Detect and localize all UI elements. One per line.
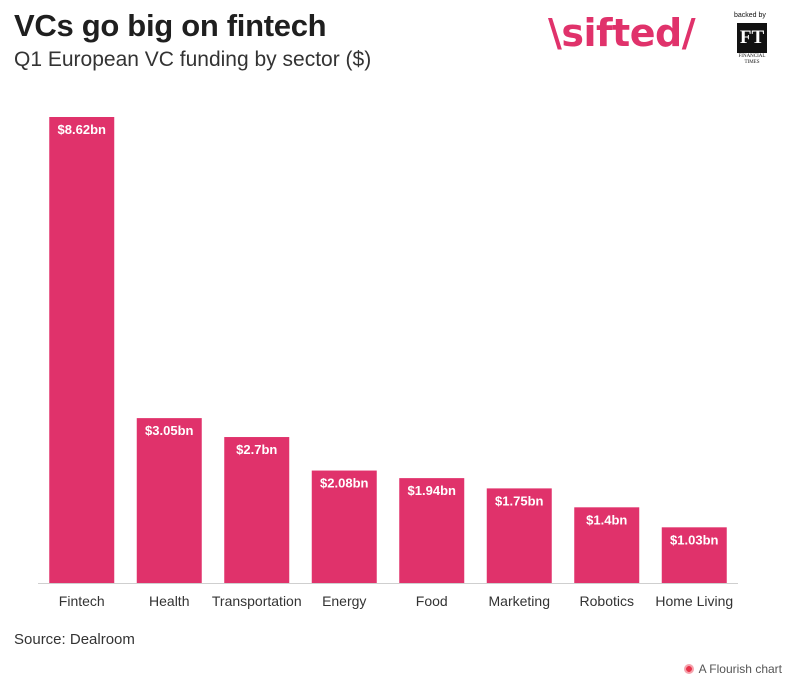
bar-value-label: $1.4bn bbox=[586, 512, 627, 527]
bar-home-living[interactable] bbox=[661, 527, 727, 583]
x-tick-label: Transportation bbox=[212, 593, 302, 609]
x-tick-label: Food bbox=[416, 593, 448, 609]
bar-health[interactable] bbox=[136, 418, 202, 583]
ft-name: FINANCIAL TIMES bbox=[738, 54, 766, 65]
flourish-credit-label: A Flourish chart bbox=[698, 662, 782, 676]
sifted-wordmark: \sifted/ bbox=[548, 11, 696, 55]
bar-value-label: $2.7bn bbox=[236, 442, 277, 457]
bar-robotics[interactable] bbox=[574, 507, 640, 583]
x-tick-label: Robotics bbox=[580, 593, 634, 609]
bar-value-label: $1.75bn bbox=[495, 493, 543, 508]
bar-value-label: $3.05bn bbox=[145, 423, 193, 438]
x-tick-label: Health bbox=[149, 593, 189, 609]
chart-title: VCs go big on fintech bbox=[14, 8, 327, 43]
x-tick-label: Home Living bbox=[655, 593, 733, 609]
bar-transportation[interactable] bbox=[224, 437, 290, 583]
bar-energy[interactable] bbox=[311, 470, 377, 583]
flourish-credit[interactable]: A Flourish chart bbox=[683, 662, 782, 676]
x-tick-label: Marketing bbox=[489, 593, 550, 609]
bar-value-label: $1.94bn bbox=[408, 483, 456, 498]
sifted-logo: \sifted/ backed by FT FINANCIAL TIMES bbox=[548, 10, 770, 70]
bar-value-label: $8.62bn bbox=[58, 122, 106, 137]
bar-fintech[interactable] bbox=[49, 117, 115, 583]
bar-food[interactable] bbox=[399, 478, 465, 583]
source-note: Source: Dealroom bbox=[14, 631, 135, 648]
flourish-icon bbox=[683, 664, 694, 674]
bar-value-label: $2.08bn bbox=[320, 476, 368, 491]
bar-marketing[interactable] bbox=[486, 488, 552, 583]
x-tick-label: Energy bbox=[322, 593, 366, 609]
bar-value-label: $1.03bn bbox=[670, 532, 718, 547]
backed-by-label: backed by bbox=[734, 12, 766, 19]
ft-logo: FT bbox=[737, 23, 767, 53]
x-tick-label: Fintech bbox=[59, 593, 105, 609]
bar-chart: $8.62bn Fintech $3.05bn Health $2.7bn Transpo… bbox=[38, 117, 738, 609]
chart-subtitle: Q1 European VC funding by sector ($) bbox=[14, 48, 372, 71]
